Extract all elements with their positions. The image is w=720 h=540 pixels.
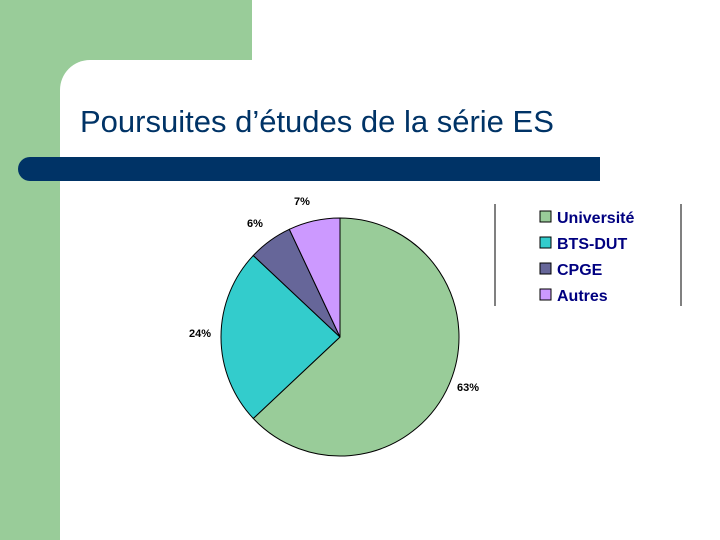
legend-swatch-universite [539, 210, 552, 223]
title-underline-bar [18, 157, 600, 181]
data-label-universite: 63% [457, 382, 479, 394]
data-label-autres: 7% [294, 196, 310, 208]
pie-slice-autres [288, 217, 341, 338]
pie-slice-universite [252, 217, 460, 457]
legend-label-universite: Université [557, 210, 634, 227]
legend-label-cpge: CPGE [557, 262, 603, 279]
page-title: Poursuites d’études de la série ES [80, 104, 554, 139]
legend-swatch-bts-dut [539, 236, 552, 249]
chart-legend: Université BTS-DUT CPGE Autres [494, 204, 682, 306]
legend-label-autres: Autres [557, 288, 608, 305]
data-label-bts-dut: 24% [189, 328, 211, 340]
legend-swatch-cpge [539, 262, 552, 275]
legend-label-bts-dut: BTS-DUT [557, 236, 627, 253]
pie-data-labels: 63% 24% 6% 7% [189, 196, 479, 394]
legend-swatch-autres [539, 288, 552, 301]
data-label-cpge: 6% [247, 218, 263, 230]
pie-slice-bts-dut [220, 254, 341, 420]
pie-slices [220, 217, 460, 457]
